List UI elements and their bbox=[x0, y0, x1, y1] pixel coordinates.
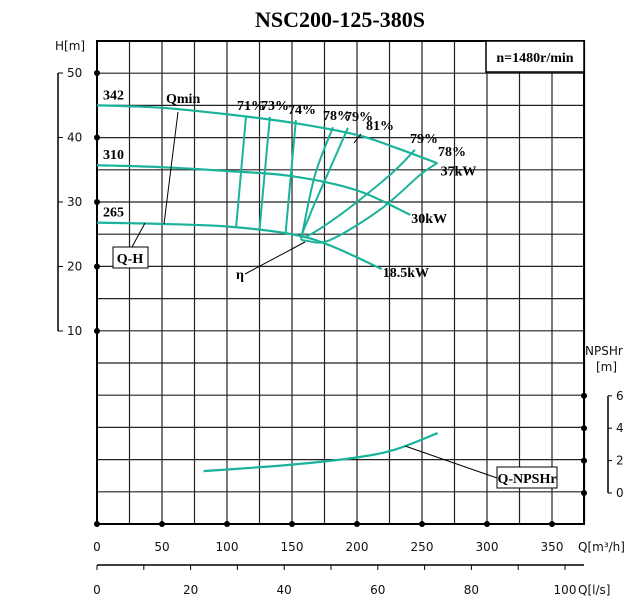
x-tick-dot bbox=[354, 521, 360, 527]
eta-leader bbox=[244, 241, 306, 275]
impeller-label: 342 bbox=[103, 88, 124, 103]
x-tick-label: 100 bbox=[216, 540, 239, 554]
x2-tick-label: 60 bbox=[370, 583, 385, 597]
y2-tick-label: 0 bbox=[616, 486, 624, 500]
y-tick-dot bbox=[94, 328, 100, 334]
x2-tick-label: 20 bbox=[183, 583, 198, 597]
x-axis-label: Q[m³/h] bbox=[578, 540, 625, 554]
x-tick-dot bbox=[224, 521, 230, 527]
npshr-curve bbox=[203, 432, 438, 473]
x-tick-label: 50 bbox=[154, 540, 169, 554]
qh-box bbox=[112, 246, 149, 269]
efficiency-label: 81% bbox=[366, 119, 394, 134]
x2-tick-label: 40 bbox=[277, 583, 292, 597]
efficiency-line-73% bbox=[258, 116, 271, 230]
efficiency-81-marker bbox=[353, 133, 362, 144]
y-tick-dot bbox=[94, 70, 100, 76]
y-tick-label: 30 bbox=[67, 195, 82, 209]
y-tick-dot bbox=[94, 263, 100, 270]
x-tick-label: 200 bbox=[346, 540, 369, 554]
y-tick-label: 50 bbox=[67, 66, 82, 80]
impeller-label: 310 bbox=[103, 148, 124, 163]
y2-tick-dot bbox=[581, 392, 587, 399]
power-label: 30kW bbox=[411, 212, 447, 227]
efficiency-label: 73% bbox=[261, 99, 289, 114]
qh-leader bbox=[131, 222, 146, 248]
x-tick-dot bbox=[289, 521, 295, 527]
head-curve-342 bbox=[96, 104, 438, 165]
plot-border bbox=[96, 40, 585, 525]
y2-tick-dot bbox=[581, 457, 587, 464]
x-tick-dot bbox=[419, 521, 425, 527]
x-tick-label: 150 bbox=[281, 540, 304, 554]
efficiency-label: 78% bbox=[438, 145, 466, 160]
qnpshr-label: Q-NPSHr bbox=[497, 472, 556, 487]
x2-axis-label: Q[l/s] bbox=[578, 583, 610, 597]
efficiency-label: 71% bbox=[237, 99, 265, 114]
y2-axis-label-line2: [m] bbox=[596, 360, 617, 374]
speed-label: n=1480r/min bbox=[496, 51, 573, 66]
y2-tick-label: 2 bbox=[616, 454, 624, 468]
y2-tick-label: 4 bbox=[616, 421, 624, 435]
power-label: 37kW bbox=[441, 164, 477, 179]
grid bbox=[96, 40, 586, 525]
y-tick-dot bbox=[94, 134, 100, 141]
efficiency-line-79% bbox=[301, 127, 416, 238]
x-tick-dot bbox=[484, 521, 490, 527]
efficiency-line-71% bbox=[235, 116, 247, 228]
efficiency-label: 79% bbox=[345, 110, 373, 125]
x-tick-label: 300 bbox=[476, 540, 499, 554]
efficiency-line-74% bbox=[284, 119, 297, 235]
y-tick-label: 20 bbox=[67, 260, 82, 274]
chart-title: NSC200-125-380S bbox=[255, 7, 425, 32]
y-tick-label: 10 bbox=[67, 324, 82, 338]
speed-box bbox=[485, 40, 585, 73]
qmin-label: Qmin bbox=[166, 92, 200, 107]
y2-tick-dot bbox=[581, 490, 587, 496]
efficiency-line-78% bbox=[299, 126, 438, 244]
y2-tick-dot bbox=[581, 425, 587, 432]
x2-tick-label: 100 bbox=[554, 583, 577, 597]
efficiency-label: 78% bbox=[323, 109, 351, 124]
y2-axis-label-line1: NPSHr bbox=[585, 344, 623, 358]
eta-label: η bbox=[236, 268, 244, 283]
qnpshr-leader bbox=[404, 445, 498, 479]
qh-label: Q-H bbox=[117, 252, 144, 267]
y-tick-label: 40 bbox=[67, 131, 82, 145]
x-tick-label: 250 bbox=[411, 540, 434, 554]
y2-tick-label: 6 bbox=[616, 389, 624, 403]
x-tick-dot bbox=[94, 521, 100, 527]
y-tick-dot bbox=[94, 199, 100, 205]
head-curve-310 bbox=[96, 164, 411, 216]
x-tick-dot bbox=[549, 521, 555, 527]
x2-tick-label: 0 bbox=[93, 583, 101, 597]
x-tick-label: 0 bbox=[93, 540, 101, 554]
curves bbox=[96, 104, 438, 473]
x2-tick-label: 80 bbox=[464, 583, 479, 597]
y-axis-label: H[m] bbox=[55, 39, 85, 53]
impeller-label: 265 bbox=[103, 206, 124, 221]
head-curve-265 bbox=[96, 221, 383, 271]
x-tick-dot bbox=[159, 521, 165, 527]
efficiency-label: 74% bbox=[288, 103, 316, 118]
efficiency-label: 79% bbox=[410, 132, 438, 147]
qmin-leader bbox=[163, 111, 179, 225]
x-tick-label: 350 bbox=[541, 540, 564, 554]
power-label: 18.5kW bbox=[383, 266, 429, 281]
